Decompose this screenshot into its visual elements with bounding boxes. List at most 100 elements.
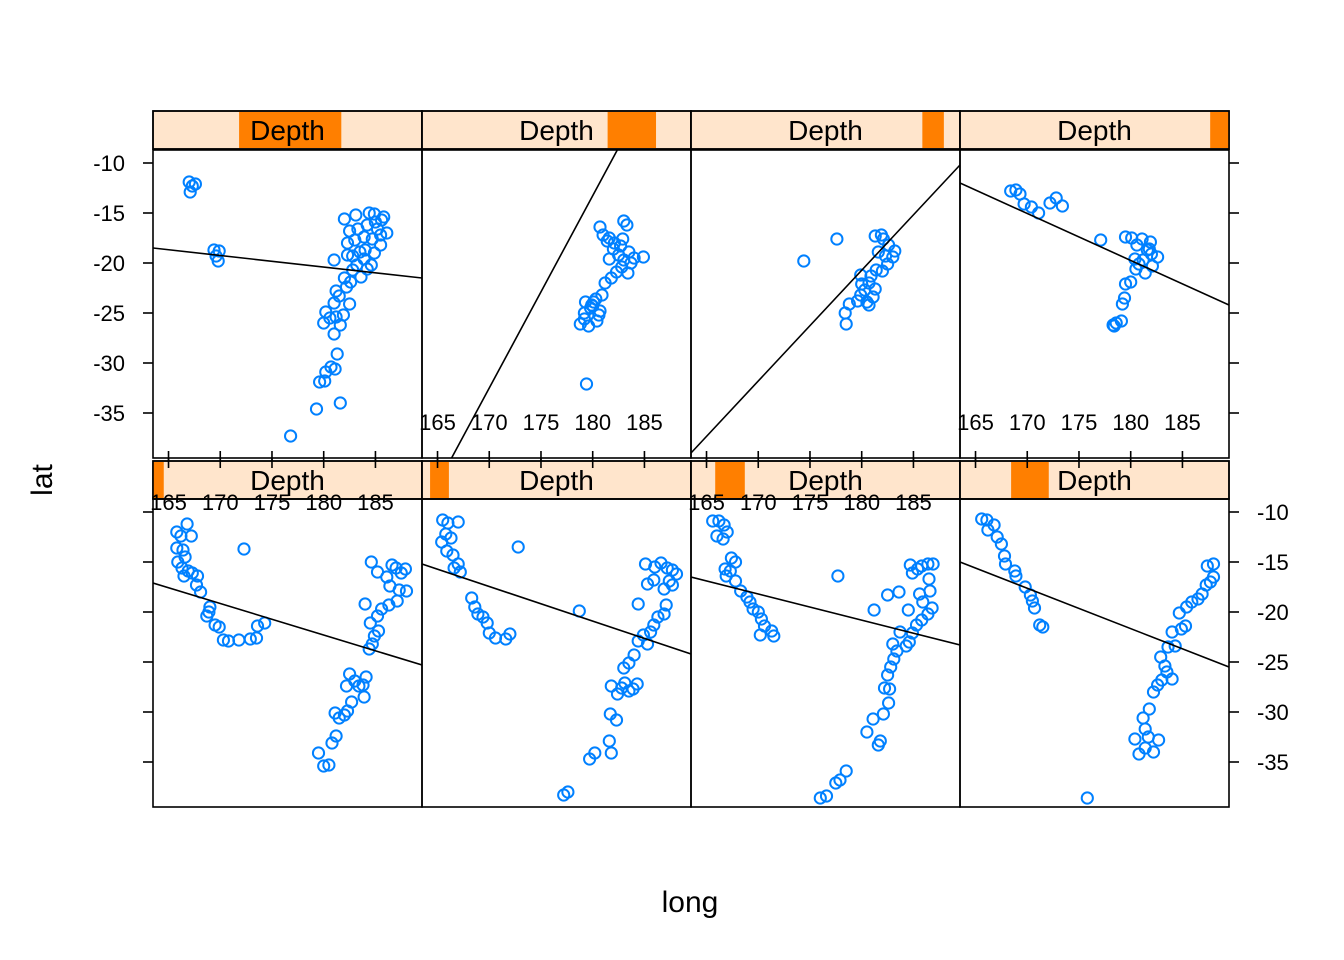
strip-label: Depth	[519, 465, 594, 496]
data-point	[644, 625, 658, 639]
data-point	[627, 648, 641, 662]
y-tick-label: -30	[1257, 700, 1289, 725]
data-point	[593, 220, 607, 234]
data-point	[1115, 297, 1130, 311]
data-point	[926, 557, 940, 571]
strip-label: Depth	[519, 115, 594, 146]
data-point	[631, 597, 645, 611]
data-point	[997, 549, 1012, 563]
data-point	[212, 620, 226, 634]
data-point	[362, 206, 376, 220]
data-point	[892, 585, 906, 599]
y-axis-title: lat	[26, 463, 59, 495]
panel-4: Depth	[959, 460, 1230, 808]
data-point	[1094, 233, 1108, 247]
points	[706, 514, 940, 805]
data-point	[1024, 200, 1039, 214]
data-point	[753, 628, 767, 642]
data-point	[1185, 595, 1199, 609]
data-point	[1124, 275, 1138, 289]
x-tick-label: 180	[843, 490, 880, 515]
data-point	[616, 232, 630, 246]
y-tick-label: -25	[93, 301, 125, 326]
y-tick-label: -15	[1257, 550, 1289, 575]
data-point	[451, 557, 465, 571]
data-point	[1027, 601, 1042, 615]
y-tick-label: -15	[93, 201, 125, 226]
data-point	[390, 594, 404, 608]
x-axis-title: long	[662, 886, 719, 919]
data-point	[868, 282, 882, 296]
x-tick-label: 180	[1112, 410, 1149, 435]
data-point	[881, 668, 895, 682]
data-point	[921, 557, 935, 571]
x-tick-label: 185	[357, 490, 394, 515]
points	[573, 214, 651, 391]
data-point	[1128, 732, 1142, 746]
data-point	[710, 529, 724, 543]
data-point	[913, 587, 927, 601]
data-point	[868, 229, 882, 243]
panel-5: Depth	[152, 110, 423, 459]
points	[435, 513, 684, 802]
y-tick-label: -30	[93, 351, 125, 376]
data-point	[975, 512, 989, 526]
x-tick-label: 175	[523, 410, 560, 435]
panel-8: Depth	[959, 110, 1230, 459]
data-point	[831, 569, 845, 583]
data-point	[922, 572, 936, 586]
data-point	[330, 347, 344, 361]
data-point	[839, 317, 853, 331]
x-tick-label: 170	[471, 410, 508, 435]
data-point	[1168, 639, 1182, 653]
data-point	[878, 249, 893, 263]
data-point	[659, 598, 673, 612]
data-point	[175, 561, 189, 575]
data-point	[602, 734, 616, 748]
data-point	[561, 785, 575, 799]
panel-2: Depth	[421, 460, 692, 808]
data-point	[588, 746, 602, 760]
data-point	[333, 318, 347, 332]
data-point	[503, 627, 517, 641]
data-point	[319, 305, 333, 319]
depth-shingle-bar	[153, 462, 164, 498]
data-point	[886, 637, 900, 651]
data-point	[1017, 197, 1031, 211]
data-point	[728, 574, 743, 588]
data-point	[377, 210, 391, 224]
points	[170, 517, 414, 773]
x-tick-label: 175	[792, 490, 829, 515]
data-point	[609, 713, 624, 727]
fit-line	[450, 150, 619, 458]
y-tick-label: -10	[1257, 500, 1289, 525]
depth-shingle-bar	[430, 462, 449, 498]
points	[975, 512, 1221, 805]
fit-line	[691, 576, 960, 646]
data-point	[327, 253, 341, 267]
x-tick-label: 175	[254, 490, 291, 515]
data-point	[375, 602, 389, 616]
data-point	[1146, 745, 1161, 759]
x-tick-label: 170	[1009, 410, 1046, 435]
data-point	[606, 242, 621, 256]
data-point	[468, 600, 482, 614]
data-point	[854, 268, 868, 282]
data-point	[1009, 183, 1023, 197]
data-point	[716, 532, 730, 546]
data-point	[657, 607, 671, 621]
data-point	[630, 677, 644, 691]
data-point	[250, 619, 265, 633]
data-point	[651, 610, 665, 624]
x-tick-label: 165	[150, 490, 187, 515]
fit-line	[422, 563, 691, 655]
data-point	[370, 609, 385, 623]
data-point	[1117, 291, 1132, 305]
data-point	[860, 725, 874, 739]
data-point	[1172, 606, 1186, 620]
data-point	[1049, 191, 1063, 205]
data-point	[309, 402, 324, 416]
data-point	[176, 543, 190, 557]
data-point	[1152, 733, 1166, 747]
